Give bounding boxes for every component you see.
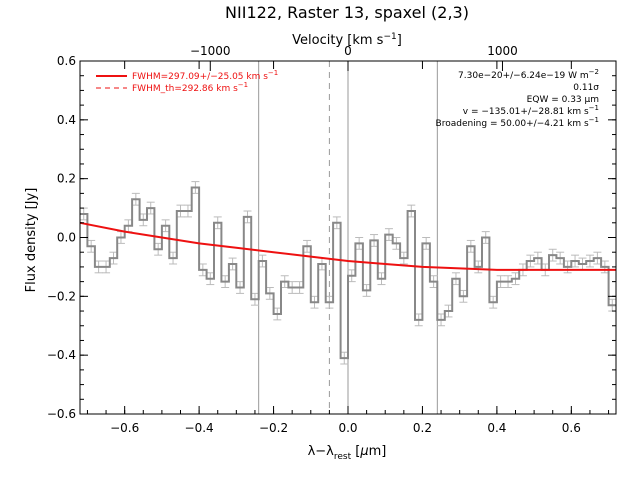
annotation-flux: 7.30e−20+/−6.24e−19 W m−2 — [458, 68, 599, 81]
flux-steps-line — [80, 186, 616, 360]
annotation-velocity-exp: −1 — [589, 104, 599, 112]
annotation-flux-main: 7.30e−20+/−6.24e−19 W m — [458, 71, 589, 81]
x-axis-label-unit-open: [ — [351, 444, 360, 459]
x-tick-label-2: −0.2 — [259, 421, 288, 435]
annotations: 7.30e−20+/−6.24e−19 W m−2 0.11σ EQW = 0.… — [436, 68, 600, 129]
y-tick-label-3: 0.0 — [57, 231, 76, 245]
annotation-sigma: 0.11σ — [573, 83, 599, 93]
x2-axis-label-exp: −1 — [383, 32, 396, 42]
x-axis-label-main: λ−λ — [308, 444, 335, 459]
annotation-eqw: EQW = 0.33 μm — [527, 95, 599, 105]
legend-label-fwhm: FWHM=297.09+/−25.05 km s−1 — [132, 69, 278, 82]
x-axis-label-sub: rest — [334, 452, 352, 462]
x-axis-label-unit-mu: μ — [359, 444, 368, 459]
fit-line — [79, 221, 616, 271]
annotation-broadening-main: Broadening = 50.00+/−4.21 km s — [436, 119, 589, 129]
legend-label-fwhm-main: FWHM=297.09+/−25.05 km s — [132, 72, 268, 82]
y-tick-label-5: 0.4 — [57, 113, 76, 127]
x2-tick-label-2: 1000 — [487, 44, 518, 58]
x-axis-label-unit-close: m] — [369, 444, 387, 459]
x-tick-label-0: −0.6 — [110, 421, 139, 435]
x-tick-label-1: −0.4 — [185, 421, 214, 435]
x-tick-label-4: 0.2 — [413, 421, 432, 435]
flux-series — [80, 186, 616, 360]
annotation-velocity-main: v = −135.01+/−28.81 km s — [463, 107, 589, 117]
annotation-broadening: Broadening = 50.00+/−4.21 km s−1 — [436, 116, 599, 129]
x2-tick-label-1: 0 — [344, 44, 352, 58]
y-tick-label-0: −0.6 — [47, 407, 76, 421]
annotation-velocity: v = −135.01+/−28.81 km s−1 — [463, 104, 599, 117]
legend-label-fwhm-th-main: FWHM_th=292.86 km s — [132, 84, 238, 94]
chart-title: NII122, Raster 13, spaxel (2,3) — [225, 3, 469, 22]
legend-label-fwhm-th-exp: −1 — [238, 81, 248, 89]
x-tick-label-3: 0.0 — [338, 421, 357, 435]
fit-series — [79, 221, 616, 271]
legend-label-fwhm-exp: −1 — [268, 69, 278, 77]
x2-axis-label-close: ] — [397, 33, 402, 48]
legend: FWHM=297.09+/−25.05 km s−1 FWHM_th=292.8… — [96, 69, 278, 94]
y-tick-label-1: −0.4 — [47, 348, 76, 362]
x-tick-label-5: 0.4 — [487, 421, 506, 435]
axis-ticks: −0.6 −0.4 −0.2 0.0 0.2 0.4 0.6 −0.6 −0.4 −0.2 0.0 0… — [47, 44, 616, 435]
annotation-broadening-exp: −1 — [589, 116, 599, 124]
legend-label-fwhm-th: FWHM_th=292.86 km s−1 — [132, 81, 248, 94]
plot-frame — [79, 60, 617, 415]
x2-axis-label: Velocity [km s−1] — [292, 32, 402, 48]
y-tick-label-6: 0.6 — [57, 54, 76, 68]
x2-tick-label-0: −1000 — [190, 44, 231, 58]
x-axis-label: λ−λrest [μm] — [308, 444, 387, 462]
x2-axis-label-main: Velocity [km s — [292, 33, 384, 48]
y-tick-label-2: −0.2 — [47, 289, 76, 303]
x-tick-label-6: 0.6 — [562, 421, 581, 435]
annotation-flux-exp: −2 — [589, 68, 599, 76]
y-tick-label-4: 0.2 — [57, 172, 76, 186]
y-axis-label: Flux density [Jy] — [24, 188, 39, 293]
